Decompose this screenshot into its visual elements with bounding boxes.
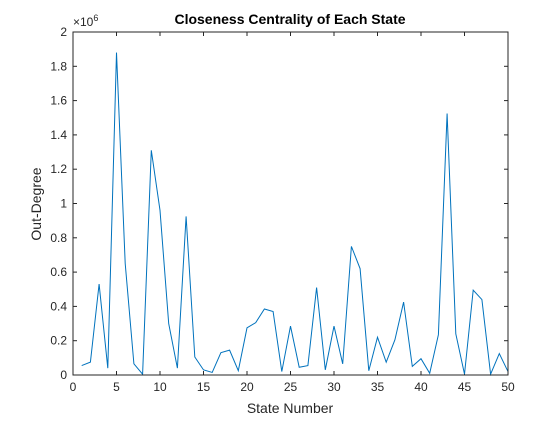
axes-box	[72, 31, 509, 376]
y-tick-label: 0.2	[50, 334, 67, 348]
axes-background	[73, 32, 508, 375]
x-tick-label: 45	[458, 380, 472, 394]
y-axis-multiplier: ×106	[73, 13, 98, 29]
x-tick-label: 20	[240, 380, 254, 394]
y-tick-label: 0.6	[50, 265, 67, 279]
y-multiplier-exponent: 6	[93, 13, 98, 23]
series-line	[81, 52, 509, 377]
tick-label-group: 0 5 10 15 20 25 30 35 40 45 50 0 0.2 0.4 0.6 0.8 1 1.2 1.4…	[50, 25, 515, 394]
y-tick-label: 1.8	[50, 59, 67, 73]
x-tick-label: 25	[284, 380, 298, 394]
x-tick-label: 40	[414, 380, 428, 394]
y-tick-label: 1.2	[50, 162, 67, 176]
x-tick-label: 0	[70, 380, 77, 394]
chart-title: Closeness Centrality of Each State	[174, 11, 405, 27]
x-tick-label: 10	[153, 380, 167, 394]
x-tick-label: 5	[113, 380, 120, 394]
y-tick-label: 0.4	[50, 299, 67, 313]
x-tick-label: 50	[501, 380, 515, 394]
y-multiplier-base: ×10	[73, 15, 94, 29]
y-axis-label: Out-Degree	[28, 167, 44, 240]
y-tick-label: 1	[60, 197, 67, 211]
y-tick-label: 0.8	[50, 231, 67, 245]
y-tick-label: 1.6	[50, 94, 67, 108]
y-tick-label: 2	[60, 25, 67, 39]
y-tick-label: 1.4	[50, 128, 67, 142]
x-tick-label: 15	[197, 380, 211, 394]
x-tick-label: 35	[371, 380, 385, 394]
x-tick-label: 30	[327, 380, 341, 394]
x-axis-label: State Number	[247, 400, 334, 416]
y-tick-label: 0	[60, 368, 67, 382]
